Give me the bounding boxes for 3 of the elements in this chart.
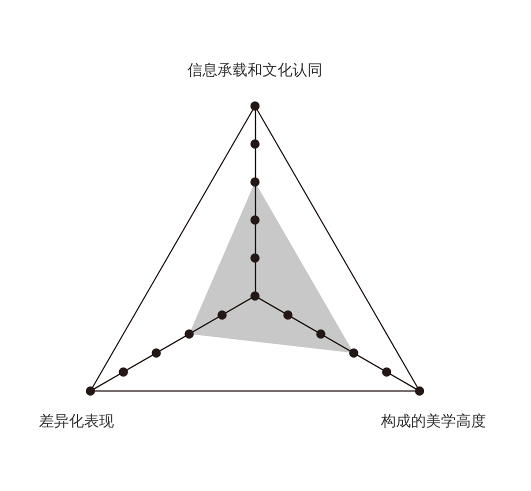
spoke-label: 构成的美学高度 [380,412,486,430]
spoke-label: 信息承载和文化认同 [188,61,322,79]
spoke-label: 差异化表现 [38,412,114,430]
